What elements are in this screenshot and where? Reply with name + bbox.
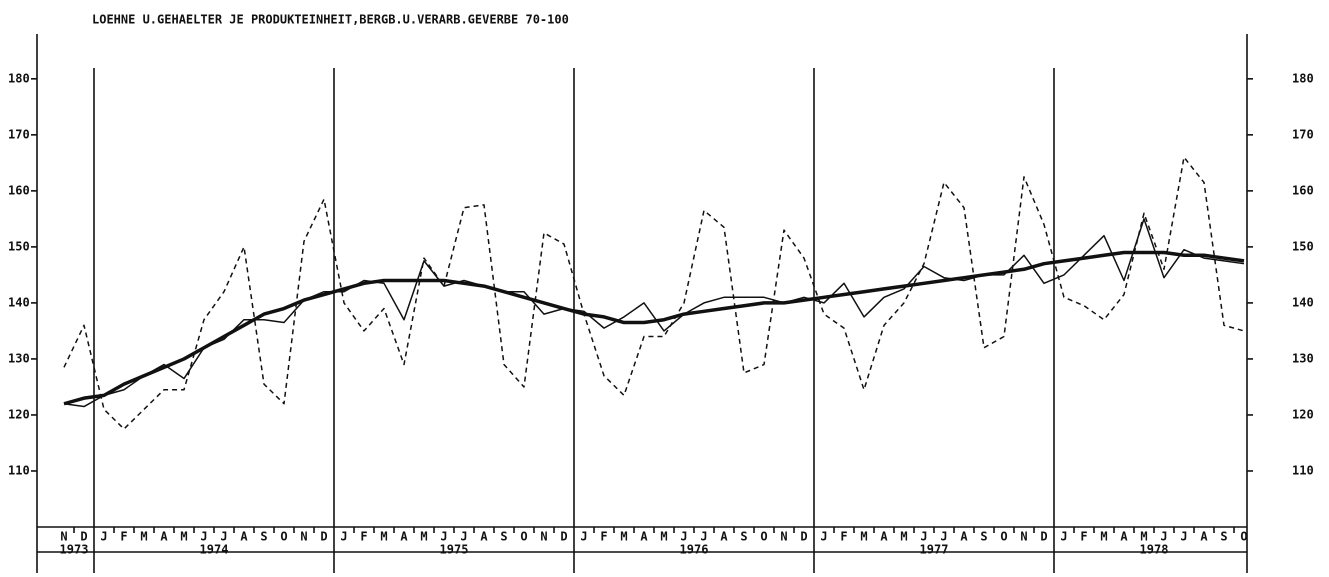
x-tick-label: S bbox=[1220, 530, 1227, 544]
y-tick-label: 140 bbox=[8, 295, 30, 309]
x-tick-label: S bbox=[980, 530, 987, 544]
year-label: 1977 bbox=[920, 543, 949, 557]
series-line bbox=[63, 156, 1245, 430]
x-tick-label: J bbox=[1060, 530, 1067, 544]
x-tick-label: S bbox=[260, 530, 267, 544]
x-tick-label: J bbox=[440, 530, 447, 544]
x-tick-label: A bbox=[1200, 530, 1208, 544]
y-tick-label: 150 bbox=[8, 239, 30, 253]
x-tick-label: N bbox=[300, 530, 307, 544]
x-tick-label: J bbox=[1180, 530, 1187, 544]
x-tick-label: D bbox=[320, 530, 327, 544]
x-tick-label: D bbox=[1040, 530, 1047, 544]
series-line bbox=[63, 250, 1245, 406]
x-tick-label: O bbox=[1240, 530, 1247, 544]
x-tick-label: J bbox=[820, 530, 827, 544]
y-tick-label-right: 150 bbox=[1292, 239, 1314, 253]
y-tick-label: 170 bbox=[8, 127, 30, 141]
chart-title: LOEHNE U.GEHAELTER JE PRODUKTEINHEIT,BER… bbox=[92, 13, 569, 27]
y-tick-label-right: 140 bbox=[1292, 295, 1314, 309]
year-label: 1975 bbox=[440, 543, 469, 557]
x-tick-label: A bbox=[720, 530, 728, 544]
x-tick-label: F bbox=[120, 530, 127, 544]
y-tick-label-right: 180 bbox=[1292, 71, 1314, 85]
x-tick-label: M bbox=[140, 530, 147, 544]
x-tick-label: M bbox=[180, 530, 187, 544]
x-tick-label: M bbox=[660, 530, 667, 544]
x-tick-label: N bbox=[540, 530, 547, 544]
series-line bbox=[63, 218, 1245, 408]
x-tick-label: J bbox=[920, 530, 927, 544]
x-tick-label: M bbox=[860, 530, 867, 544]
x-tick-label: A bbox=[640, 530, 648, 544]
x-tick-label: M bbox=[620, 530, 627, 544]
x-tick-label: M bbox=[900, 530, 907, 544]
x-tick-label: N bbox=[780, 530, 787, 544]
x-tick-label: M bbox=[1140, 530, 1147, 544]
x-tick-label: A bbox=[160, 530, 168, 544]
x-tick-label: F bbox=[360, 530, 367, 544]
year-label: 1974 bbox=[200, 543, 229, 557]
y-tick-label: 130 bbox=[8, 351, 30, 365]
x-tick-label: S bbox=[740, 530, 747, 544]
x-tick-label: J bbox=[580, 530, 587, 544]
x-tick-label: A bbox=[400, 530, 408, 544]
x-tick-label: J bbox=[100, 530, 107, 544]
y-tick-label-right: 110 bbox=[1292, 463, 1314, 477]
x-tick-label: F bbox=[840, 530, 847, 544]
x-tick-label: N bbox=[1020, 530, 1027, 544]
x-tick-label: J bbox=[460, 530, 467, 544]
x-tick-label: N bbox=[60, 530, 67, 544]
x-tick-label: M bbox=[1100, 530, 1107, 544]
x-tick-label: M bbox=[380, 530, 387, 544]
year-label: 1973 bbox=[60, 543, 89, 557]
y-tick-label: 120 bbox=[8, 407, 30, 421]
year-label: 1976 bbox=[680, 543, 709, 557]
x-tick-label: D bbox=[800, 530, 807, 544]
x-tick-label: A bbox=[1120, 530, 1128, 544]
y-tick-label-right: 170 bbox=[1292, 127, 1314, 141]
x-tick-label: S bbox=[500, 530, 507, 544]
y-tick-label: 110 bbox=[8, 463, 30, 477]
x-tick-label: J bbox=[200, 530, 207, 544]
y-tick-label: 160 bbox=[8, 183, 30, 197]
y-tick-label-right: 130 bbox=[1292, 351, 1314, 365]
x-tick-label: O bbox=[760, 530, 767, 544]
y-tick-label-right: 120 bbox=[1292, 407, 1314, 421]
x-tick-label: J bbox=[680, 530, 687, 544]
x-tick-label: F bbox=[1080, 530, 1087, 544]
x-tick-label: J bbox=[1160, 530, 1167, 544]
x-tick-label: D bbox=[560, 530, 567, 544]
year-label: 1978 bbox=[1140, 543, 1169, 557]
x-tick-label: J bbox=[220, 530, 227, 544]
x-tick-label: A bbox=[880, 530, 888, 544]
x-tick-label: A bbox=[960, 530, 968, 544]
x-tick-label: O bbox=[280, 530, 287, 544]
x-tick-label: A bbox=[240, 530, 248, 544]
y-tick-label-right: 160 bbox=[1292, 183, 1314, 197]
x-tick-label: O bbox=[1000, 530, 1007, 544]
x-tick-label: D bbox=[80, 530, 87, 544]
x-tick-label: O bbox=[520, 530, 527, 544]
y-tick-label: 180 bbox=[8, 71, 30, 85]
x-tick-label: A bbox=[480, 530, 488, 544]
x-tick-label: F bbox=[600, 530, 607, 544]
x-tick-label: J bbox=[340, 530, 347, 544]
x-tick-label: J bbox=[940, 530, 947, 544]
x-tick-label: J bbox=[700, 530, 707, 544]
x-tick-label: M bbox=[420, 530, 427, 544]
